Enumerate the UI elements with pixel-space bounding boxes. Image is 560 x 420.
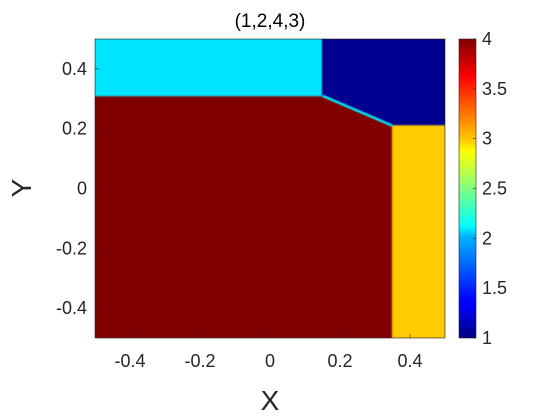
plot-area [95, 39, 445, 338]
x-tick-label: 0.4 [397, 351, 422, 371]
x-tick-label: 0 [265, 351, 275, 371]
x-axis: -0.4 -0.2 0 0.2 0.4 [114, 334, 423, 371]
chart-title: (1,2,4,3) [235, 11, 306, 32]
colorbar-tick-label: 2.5 [482, 179, 507, 199]
x-tick-label: -0.4 [114, 351, 145, 371]
colorbar-tick-label: 3.5 [482, 79, 507, 99]
colorbar-ticks: 1 1.5 2 2.5 3 3.5 4 [473, 29, 507, 348]
x-tick-label: -0.2 [184, 351, 215, 371]
heatmap-region-value-2 [95, 39, 323, 97]
colorbar-tick-label: 2 [482, 228, 492, 248]
colorbar: 1 1.5 2 2.5 3 3.5 4 [458, 29, 507, 348]
region-boundary-2 [322, 94, 393, 127]
colorbar-tick-label: 1 [482, 328, 492, 348]
x-tick-label: 0.2 [327, 351, 352, 371]
heatmap-region-value-3 [392, 125, 445, 338]
y-axis: -0.4 -0.2 0 0.2 0.4 [56, 59, 99, 318]
y-tick-label: -0.4 [56, 298, 87, 318]
colorbar-tick-label: 1.5 [482, 278, 507, 298]
y-axis-label: Y [6, 178, 37, 197]
y-tick-label: 0 [77, 179, 87, 199]
colorbar-tick-label: 4 [482, 29, 492, 49]
y-tick-label: 0.2 [62, 119, 87, 139]
y-tick-label: -0.2 [56, 238, 87, 258]
y-tick-label: 0.4 [62, 59, 87, 79]
colorbar-tick-label: 3 [482, 129, 492, 149]
heatmap-region-value-4 [95, 95, 393, 338]
x-axis-label: X [261, 385, 280, 416]
